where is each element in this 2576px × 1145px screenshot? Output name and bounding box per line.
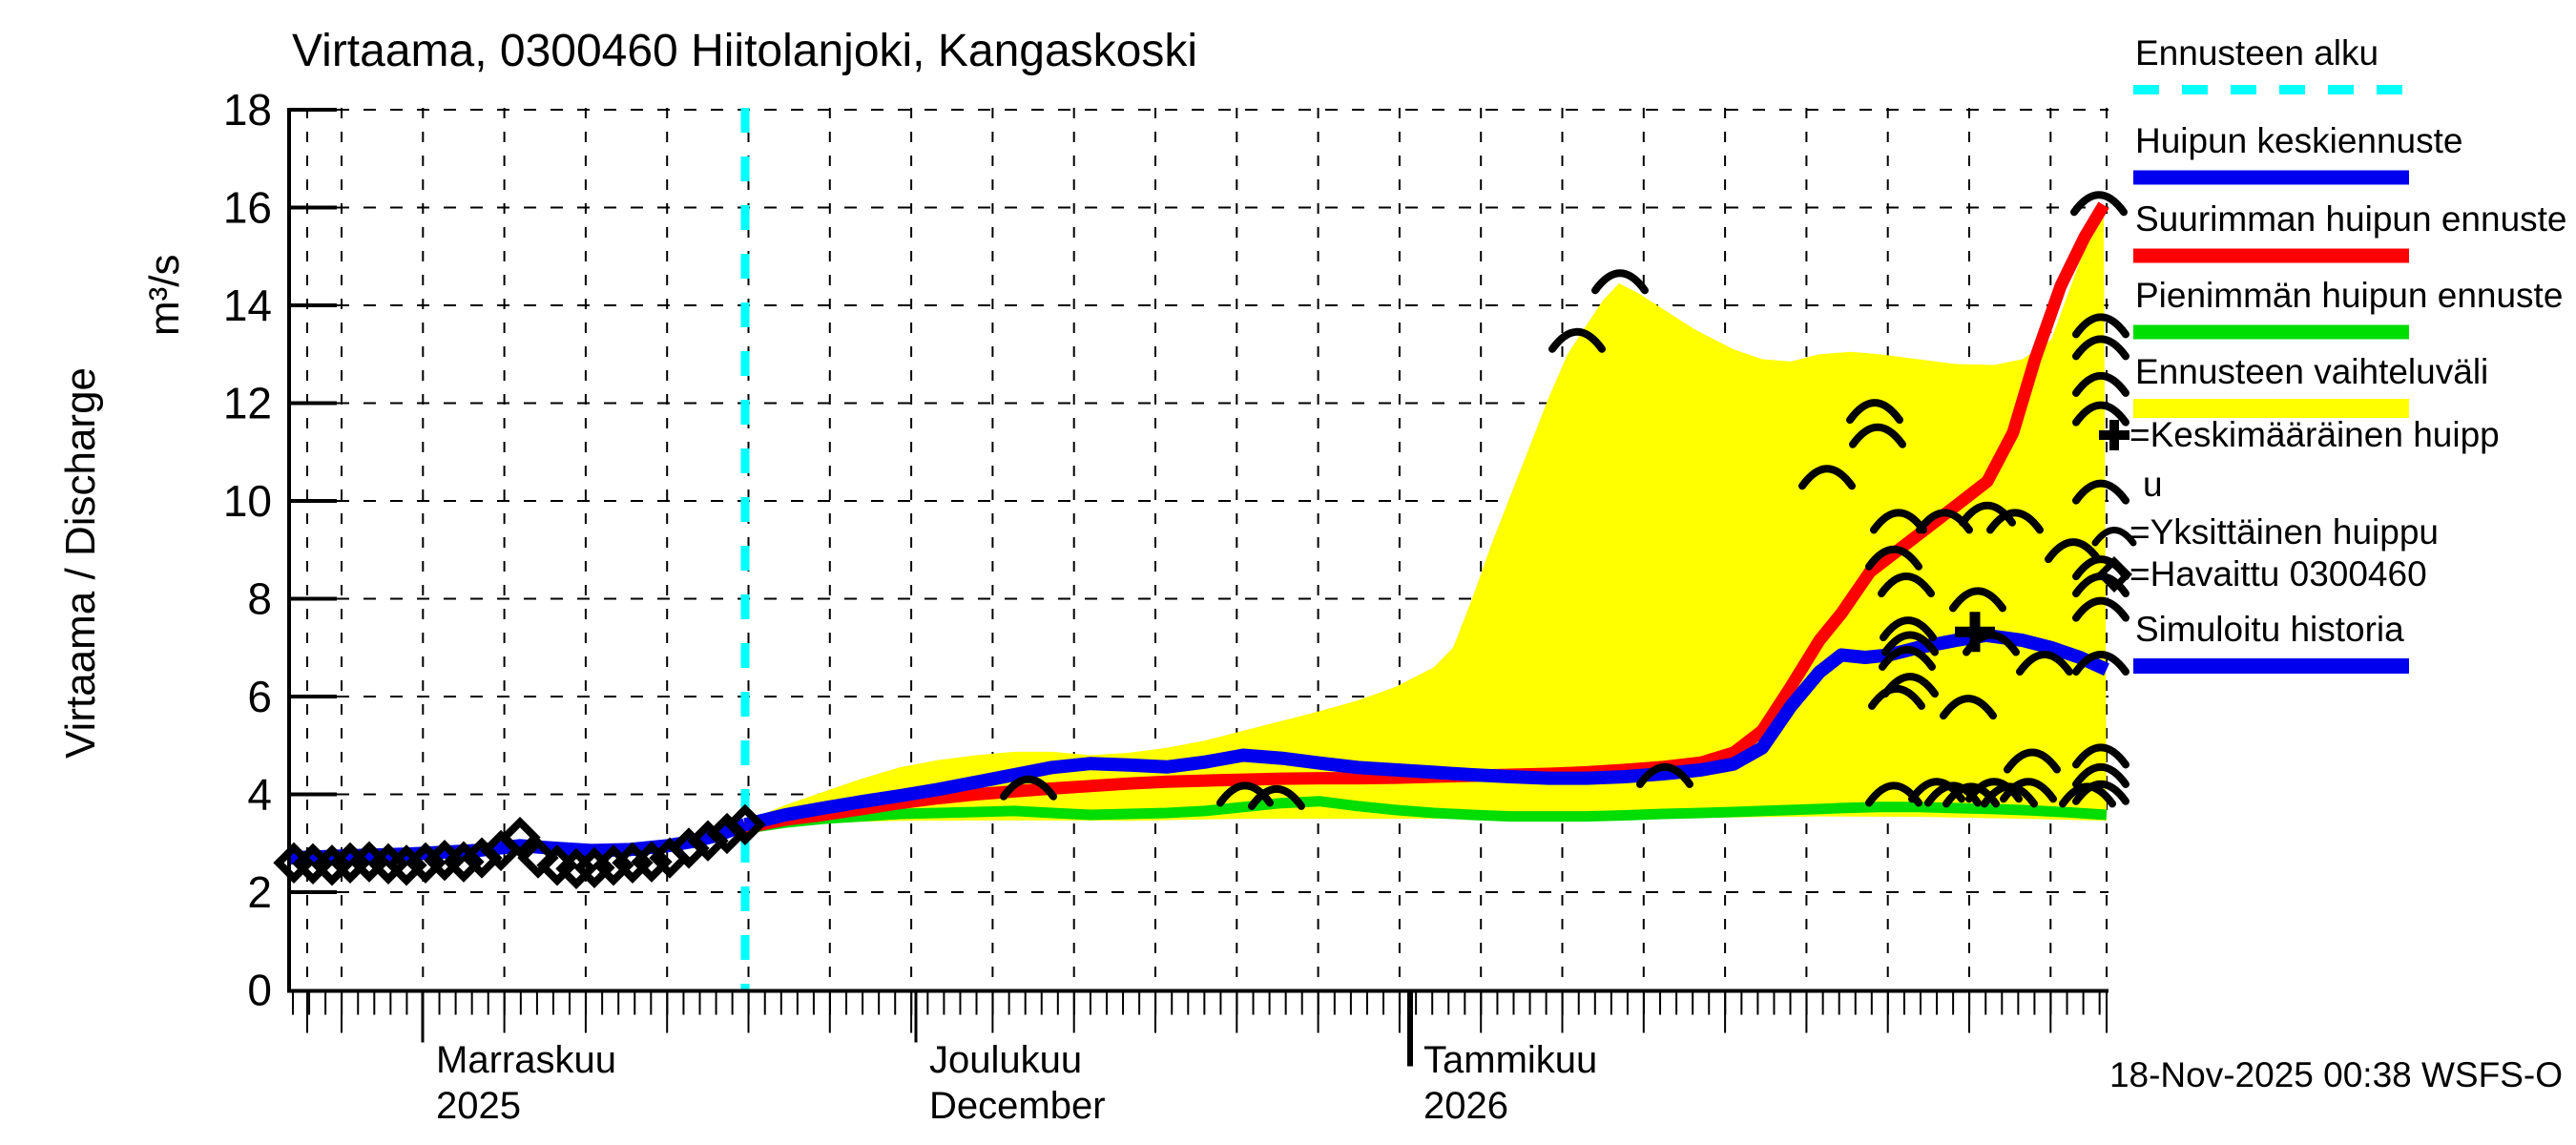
y-axis-label: Virtaama / Discharge <box>57 366 104 759</box>
observed-point <box>443 841 485 883</box>
month-label: Tammikuu <box>1423 1039 1597 1081</box>
y-axis-unit-label: m³/s <box>141 254 188 336</box>
legend-label: Ennusteen alku <box>2135 33 2379 73</box>
legend-label: Simuloitu historia <box>2135 610 2404 649</box>
peak-caret-marker <box>1865 546 1922 571</box>
peak-caret-marker <box>2045 538 2102 564</box>
peak-caret-marker <box>2072 372 2129 397</box>
observed-point <box>517 837 559 879</box>
peak-caret-marker <box>2072 743 2129 769</box>
peak-caret-marker <box>2072 596 2129 622</box>
peak-caret-marker <box>1949 587 2006 613</box>
peak-caret-marker <box>2000 778 2057 803</box>
peak-caret-marker <box>1846 399 1903 425</box>
series-min-peak-forecast <box>744 796 2108 834</box>
legend-plus-icon <box>2099 420 2129 450</box>
month-label: Marraskuu <box>436 1039 616 1081</box>
peak-caret-marker <box>2072 313 2129 339</box>
peak-caret-marker <box>1870 509 1927 534</box>
peak-caret-marker <box>2072 401 2129 427</box>
peak-caret-marker <box>1868 685 1925 710</box>
y-tick-label: 12 <box>223 379 272 428</box>
legend-label: Ennusteen vaihteluväli <box>2135 352 2488 391</box>
peak-caret-marker <box>1881 631 1939 656</box>
peak-caret-marker <box>1548 328 1606 353</box>
peak-caret-marker <box>1849 423 1906 448</box>
y-tick-label: 6 <box>247 672 272 721</box>
peak-caret-marker <box>1798 465 1856 490</box>
observed-point <box>631 841 673 883</box>
y-tick-label: 14 <box>223 281 272 330</box>
legend-label: Pienimmän huipun ennuste <box>2135 276 2563 315</box>
legend-label: Huipun keskiennuste <box>2135 121 2463 160</box>
y-tick-label: 16 <box>223 183 272 233</box>
peak-caret-marker <box>1000 775 1057 801</box>
peak-caret-marker <box>1965 778 2023 803</box>
month-sublabel: 2026 <box>1423 1085 1508 1127</box>
peak-caret-marker <box>1880 616 1937 642</box>
legend-label: =Yksittäinen huippu <box>2129 512 2439 552</box>
y-tick-label: 10 <box>223 476 272 526</box>
peak-caret-marker <box>2016 651 2073 676</box>
timestamp: 18-Nov-2025 00:38 WSFS-O <box>2109 1055 2563 1094</box>
legend-label: u <box>2143 465 2163 504</box>
peak-caret-marker <box>1986 509 2044 534</box>
peak-caret-marker <box>2072 651 2129 676</box>
peak-caret-marker <box>2072 763 2129 788</box>
peak-caret-marker <box>2072 781 2129 805</box>
legend-label: Suurimman huipun ennuste <box>2135 199 2567 239</box>
month-label: Joulukuu <box>929 1039 1082 1081</box>
peak-caret-marker <box>2004 748 2061 774</box>
y-tick-label: 18 <box>223 85 272 135</box>
y-tick-label: 8 <box>247 574 272 624</box>
legend-label: =Keskimääräinen huipp <box>2129 415 2500 454</box>
peak-caret-marker <box>1879 646 1936 671</box>
average-peak-plus-marker <box>1955 612 1995 653</box>
peak-caret-marker <box>2072 479 2129 505</box>
page-title: Virtaama, 0300460 Hiitolanjoki, Kangasko… <box>292 26 1198 76</box>
observed-point <box>499 816 541 859</box>
peak-caret-marker <box>1591 269 1649 295</box>
legend-diamond-icon <box>2096 556 2132 593</box>
y-tick-label: 0 <box>247 966 272 1015</box>
month-sublabel: December <box>929 1085 1106 1127</box>
month-sublabel: 2025 <box>436 1085 521 1127</box>
legend-label: =Havaittu 0300460 <box>2129 554 2427 593</box>
y-tick-label: 4 <box>247 770 272 820</box>
legend-caret-icon <box>2091 527 2137 547</box>
forecast-range-area <box>745 207 2107 829</box>
y-tick-label: 2 <box>247 867 272 917</box>
observed-point <box>724 803 766 845</box>
peak-caret-marker <box>1636 763 1693 788</box>
peak-caret-marker <box>1940 695 1997 720</box>
peak-caret-marker <box>1878 572 1935 597</box>
peak-caret-marker <box>2070 191 2128 217</box>
peak-caret-marker <box>1248 785 1305 810</box>
peak-caret-marker <box>2072 335 2129 361</box>
